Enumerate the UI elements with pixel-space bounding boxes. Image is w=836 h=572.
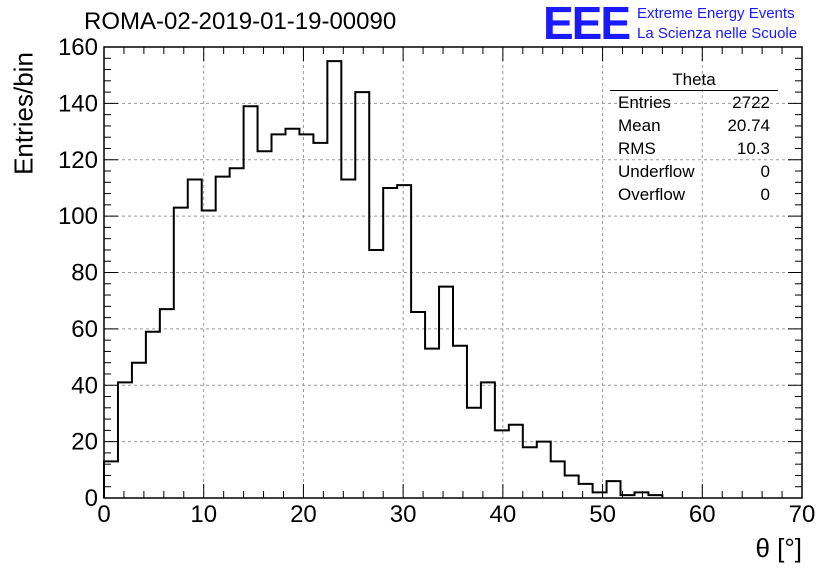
x-tick-label: 50 [589,501,616,528]
histogram-bin [313,143,327,498]
histogram-bin [411,312,425,498]
x-tick-label: 20 [290,501,317,528]
stats-value: 10.3 [736,139,770,158]
histogram-bin [174,208,188,498]
stats-row-rms: RMS 10.3 [610,137,778,160]
histogram-bin [425,349,439,498]
histogram-bin [160,309,174,498]
stats-row-underflow: Underflow 0 [610,160,778,183]
stats-row-mean: Mean 20.74 [610,114,778,137]
y-tick-label: 100 [58,203,98,230]
histogram-bin [258,151,272,498]
histogram-bin [439,287,453,498]
histogram-bin [607,481,621,498]
histogram-bin [327,61,341,498]
stats-label: Overflow [618,185,686,204]
x-tick-label: 30 [390,501,417,528]
histogram-bin [565,475,579,498]
y-tick-label: 40 [71,372,98,399]
y-tick-label: 60 [71,316,98,343]
stats-value: 2722 [732,93,770,112]
stats-row-entries: Entries 2722 [610,91,778,114]
y-tick-label: 20 [71,429,98,456]
histogram-bin [453,346,467,498]
histogram-bin [537,442,551,498]
stats-value: 20.74 [727,116,770,135]
histogram-bin [104,461,118,498]
histogram-bin [216,177,230,498]
x-axis-label: θ [°] [755,533,802,563]
histogram-bin [299,134,313,498]
histogram-bin [495,430,509,498]
y-tick-label: 160 [58,34,98,61]
histogram-bin [132,363,146,498]
stats-row-overflow: Overflow 0 [610,183,778,206]
x-tick-label: 60 [689,501,716,528]
histogram-bin [244,106,258,498]
histogram-bin [118,382,132,498]
stats-label: Mean [618,116,661,135]
y-tick-label: 80 [71,260,98,287]
y-tick-label: 0 [85,485,98,512]
stats-label: Entries [618,93,671,112]
stats-title: Theta [610,70,778,91]
histogram-bin [397,185,411,498]
histogram-bin [481,382,495,498]
logo-text-line1: Extreme Energy Events [637,5,795,22]
histogram-bin [230,168,244,498]
stats-value: 0 [760,185,770,204]
histogram-bin [188,179,202,498]
x-tick-label: 10 [190,501,217,528]
y-axis-label: Entries/bin [8,52,39,175]
histogram-series-line [103,60,664,498]
histogram-bin [467,408,481,498]
plot-frame [103,46,803,499]
histogram-bin [509,425,523,498]
x-tick-label: 70 [789,501,816,528]
histogram-bin [355,92,369,498]
chart-title: ROMA-02-2019-01-19-00090 [84,8,397,35]
eee-logo: EEE [543,0,631,49]
histogram-bin [272,134,286,498]
histogram-bin [341,179,355,498]
histogram-bin [369,250,383,498]
stats-label: Underflow [618,162,695,181]
histogram-bin [146,332,160,498]
x-tick-label: 40 [490,501,517,528]
histogram-bin [383,188,397,498]
stats-label: RMS [618,139,656,158]
histogram-bin [285,129,299,498]
x-tick-label: 0 [97,501,110,528]
histogram-bin [523,447,537,498]
logo-text-line2: La Scienza nelle Scuole [637,25,798,42]
stats-box: Theta Entries 2722 Mean 20.74 RMS 10.3 U… [610,70,778,206]
histogram-bin [579,484,593,498]
y-tick-label: 120 [58,147,98,174]
y-tick-label: 140 [58,90,98,117]
stats-value: 0 [760,162,770,181]
